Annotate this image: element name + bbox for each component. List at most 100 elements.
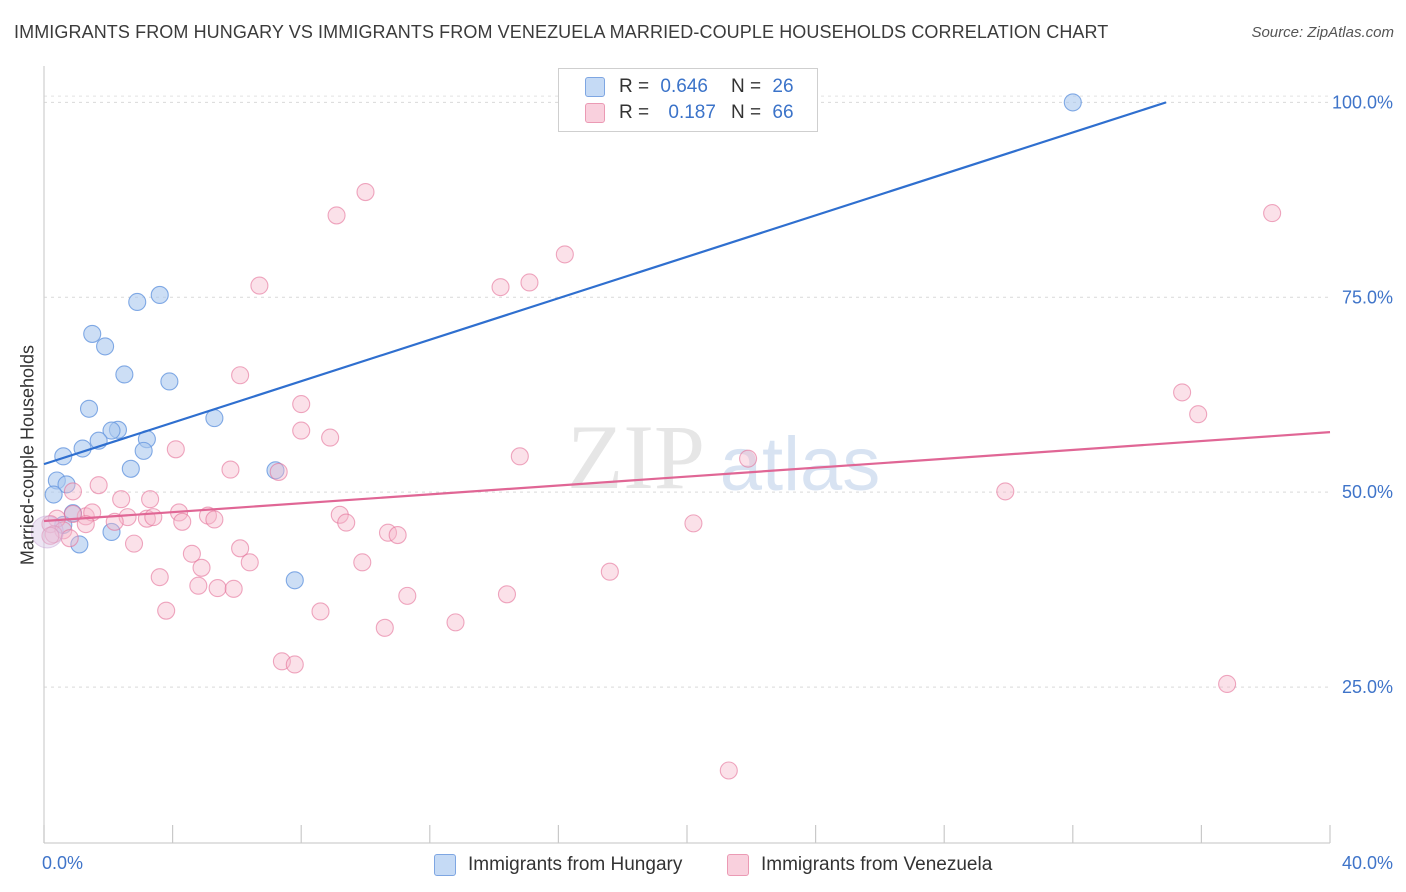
point-venezuela (141, 490, 160, 509)
point-hungary (121, 459, 140, 478)
trend-lines (43, 101, 1331, 523)
point-venezuela (285, 655, 304, 674)
point-hungary (160, 372, 179, 391)
point-hungary (79, 399, 99, 418)
point-venezuela (719, 761, 738, 780)
legend-item-venezuela[interactable]: Immigrants from Venezuela (727, 852, 992, 878)
point-venezuela (192, 558, 211, 577)
point-venezuela (76, 515, 95, 534)
venezuela-swatch (585, 103, 605, 123)
tick-labels: 25.0% 50.0% 75.0% 100.0% 0.0% 40.0% (42, 92, 1393, 873)
axes (43, 66, 1331, 844)
point-venezuela (684, 514, 703, 533)
point-venezuela (1263, 204, 1282, 223)
y-tick-label: 100.0% (1332, 92, 1393, 112)
trend-line-venezuela (43, 431, 1331, 523)
point-venezuela (240, 553, 259, 572)
point-hungary (57, 475, 76, 494)
n-value-venezuela: 66 (772, 102, 794, 123)
point-venezuela (398, 586, 417, 605)
point-venezuela (321, 428, 340, 447)
y-tick-label: 25.0% (1342, 677, 1393, 697)
x-tick-label: 0.0% (42, 853, 83, 873)
point-venezuela (356, 182, 375, 202)
point-venezuela (520, 273, 539, 292)
point-venezuela (353, 553, 372, 572)
n-label: N = (731, 76, 762, 97)
chart-title: IMMIGRANTS FROM HUNGARY VS IMMIGRANTS FR… (14, 22, 1109, 42)
point-venezuela (150, 568, 169, 587)
y-tick-label: 50.0% (1342, 482, 1393, 502)
point-venezuela (124, 534, 144, 553)
point-hungary (54, 447, 73, 466)
point-venezuela (1218, 674, 1237, 694)
point-hungary (83, 324, 102, 343)
point-venezuela (112, 490, 131, 509)
legend-label-hungary: Immigrants from Hungary (468, 854, 683, 875)
r-value-venezuela: 0.187 (668, 102, 716, 123)
point-venezuela (337, 513, 356, 532)
point-hungary (134, 441, 153, 460)
point-venezuela (996, 482, 1015, 501)
point-hungary (1063, 93, 1082, 112)
point-venezuela (1173, 383, 1192, 402)
point-venezuela (89, 476, 108, 495)
point-venezuela (555, 245, 574, 264)
point-hungary (44, 485, 63, 504)
point-venezuela (221, 460, 240, 479)
data-points (30, 93, 1282, 780)
point-venezuela (224, 579, 243, 598)
y-axis-label: Married-couple Households (17, 344, 38, 566)
point-venezuela (292, 421, 311, 440)
x-tick-label: 40.0% (1342, 853, 1393, 873)
point-venezuela (41, 526, 60, 545)
point-hungary (70, 535, 89, 554)
point-venezuela (105, 512, 124, 531)
point-hungary (150, 285, 169, 304)
r-label: R = (619, 102, 650, 123)
point-venezuela (189, 576, 208, 595)
n-label: N = (731, 102, 762, 123)
point-hungary (285, 571, 304, 590)
trend-line-hungary (43, 101, 1167, 466)
point-venezuela (491, 278, 510, 297)
point-venezuela (250, 276, 269, 295)
y-tick-label: 75.0% (1342, 287, 1393, 307)
stats-legend: R = 0.646 N = 26 R = 0.187 N = 66 (558, 68, 818, 132)
point-venezuela (231, 366, 250, 385)
point-venezuela (269, 462, 288, 481)
point-venezuela (157, 601, 176, 620)
point-venezuela (292, 395, 311, 414)
point-venezuela (208, 579, 227, 598)
source-label: Source: ZipAtlas.com (1251, 24, 1394, 41)
watermark-zip: ZIP (567, 406, 705, 508)
point-venezuela (182, 544, 201, 563)
legend-item-hungary[interactable]: Immigrants from Hungary (434, 852, 682, 878)
point-venezuela (446, 613, 465, 632)
legend-label-venezuela: Immigrants from Venezuela (761, 854, 993, 875)
point-venezuela (173, 512, 192, 531)
point-venezuela (600, 562, 619, 581)
point-venezuela (510, 447, 529, 466)
r-label: R = (619, 76, 650, 97)
gridlines (44, 95, 1330, 688)
r-value-hungary: 0.646 (660, 76, 708, 97)
point-venezuela (63, 482, 82, 501)
point-venezuela (388, 526, 407, 545)
point-venezuela (166, 440, 185, 459)
venezuela-legend-swatch (727, 854, 749, 876)
point-venezuela (327, 206, 346, 225)
point-hungary (128, 292, 147, 312)
point-hungary (266, 461, 285, 480)
point-hungary (115, 365, 134, 384)
point-venezuela (375, 618, 394, 637)
n-value-hungary: 26 (772, 76, 794, 97)
point-venezuela (739, 449, 758, 468)
hungary-legend-swatch (434, 854, 456, 876)
point-venezuela (231, 539, 250, 558)
point-cluster (30, 515, 64, 549)
point-venezuela (1189, 405, 1208, 424)
point-venezuela (497, 585, 517, 604)
point-hungary (102, 522, 121, 541)
